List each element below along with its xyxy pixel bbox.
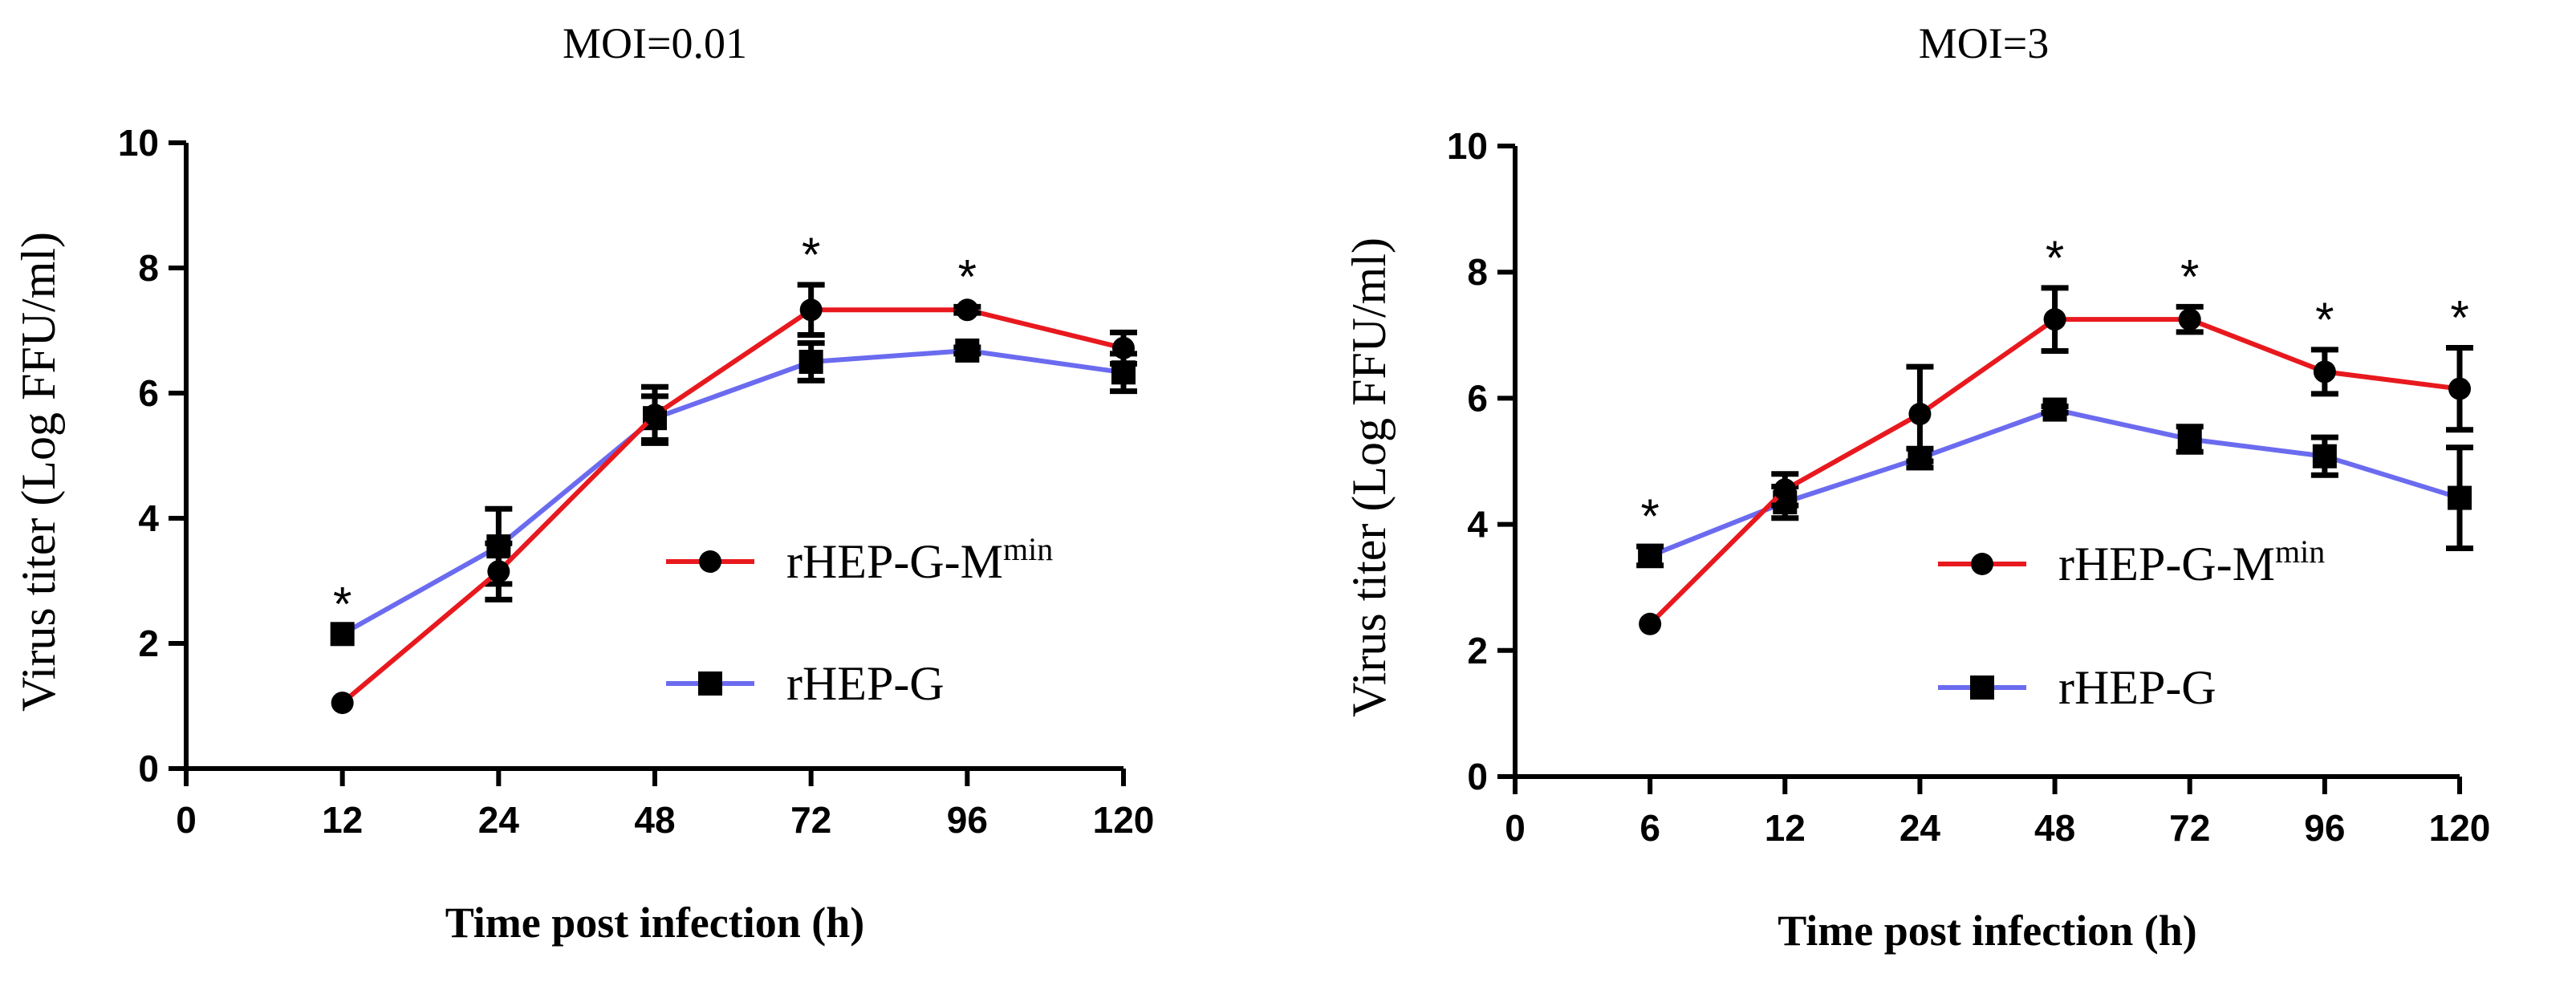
series-rhep-g-mmin bbox=[331, 282, 1137, 715]
x-tick-label: 12 bbox=[1765, 807, 1806, 849]
data-point bbox=[955, 338, 980, 363]
data-point bbox=[2177, 427, 2202, 452]
y-tick-label: 2 bbox=[1467, 630, 1488, 671]
legend-marker bbox=[1971, 553, 1993, 575]
x-tick-label: 48 bbox=[634, 799, 675, 841]
legend-item: rHEP-G bbox=[1938, 661, 2216, 714]
x-tick-label: 6 bbox=[1639, 807, 1660, 849]
y-tick-label: 4 bbox=[1467, 504, 1488, 546]
y-tick-label: 10 bbox=[1447, 125, 1488, 167]
series-line bbox=[340, 307, 1124, 705]
y-tick-label: 4 bbox=[138, 497, 159, 539]
significance-star: * bbox=[333, 577, 351, 631]
y-tick-label: 2 bbox=[138, 623, 159, 664]
data-point bbox=[2043, 308, 2066, 331]
data-point bbox=[1639, 612, 1662, 635]
y-tick-label: 8 bbox=[138, 247, 159, 289]
data-point bbox=[2312, 444, 2337, 469]
y-tick-label: 8 bbox=[1467, 251, 1488, 293]
legend-item: rHEP-G-Mmin bbox=[1938, 533, 2325, 590]
y-tick-label: 6 bbox=[1467, 377, 1488, 419]
x-tick-label: 0 bbox=[176, 799, 197, 841]
data-point bbox=[1112, 336, 1135, 359]
x-tick-label: 72 bbox=[790, 799, 831, 841]
x-tick-label: 12 bbox=[322, 799, 363, 841]
data-point bbox=[2448, 377, 2471, 400]
legend-superscript: min bbox=[2275, 533, 2325, 570]
chart-title: MOI=0.01 bbox=[563, 19, 747, 67]
legend-label: rHEP-G-Mmin bbox=[786, 531, 1053, 588]
significance-star: * bbox=[2046, 231, 2064, 285]
data-point bbox=[2313, 360, 2336, 383]
y-tick-label: 6 bbox=[138, 372, 159, 414]
x-axis-label: Time post infection (h) bbox=[1778, 907, 2197, 955]
legend-marker bbox=[698, 671, 722, 696]
x-tick-label: 0 bbox=[1505, 807, 1526, 849]
data-point bbox=[330, 622, 355, 647]
legend-label: rHEP-G bbox=[786, 657, 945, 710]
significance-star: * bbox=[802, 228, 820, 282]
legend-label: rHEP-G bbox=[2058, 661, 2216, 714]
data-point bbox=[1638, 543, 1663, 568]
significance-star: * bbox=[2180, 250, 2199, 303]
data-point bbox=[798, 350, 823, 374]
data-point bbox=[799, 298, 823, 322]
legend-name: rHEP-G-M bbox=[2058, 538, 2275, 590]
series-line bbox=[341, 347, 1124, 636]
legend-name: rHEP-G-M bbox=[786, 535, 1003, 588]
x-tick-label: 120 bbox=[2429, 807, 2491, 849]
x-axis-label: Time post infection (h) bbox=[445, 899, 865, 947]
series-line bbox=[1649, 407, 2460, 558]
legend-item: rHEP-G-Mmin bbox=[666, 531, 1053, 588]
x-tick-label: 24 bbox=[1899, 807, 1941, 849]
data-point bbox=[1774, 478, 1797, 501]
legend-superscript: min bbox=[1003, 531, 1053, 567]
data-point bbox=[2178, 308, 2201, 331]
x-tick-label: 96 bbox=[947, 799, 988, 841]
x-tick-label: 72 bbox=[2169, 807, 2210, 849]
legend-item: rHEP-G bbox=[666, 657, 945, 710]
data-point bbox=[1908, 403, 1932, 426]
y-tick-label: 10 bbox=[118, 122, 159, 164]
data-point bbox=[487, 560, 510, 583]
x-tick-label: 48 bbox=[2034, 807, 2075, 849]
y-tick-label: 0 bbox=[138, 748, 159, 789]
series-rhep-g bbox=[1636, 397, 2473, 569]
data-point bbox=[2448, 485, 2472, 510]
legend-marker bbox=[699, 550, 721, 573]
legend-name: rHEP-G bbox=[2058, 661, 2216, 714]
y-axis-label: Virus titer (Log FFU/ml) bbox=[12, 232, 65, 712]
data-point bbox=[331, 692, 354, 715]
data-point bbox=[2042, 397, 2067, 422]
legend-name: rHEP-G bbox=[786, 657, 945, 710]
series-rhep-g bbox=[330, 338, 1137, 647]
x-tick-label: 24 bbox=[478, 799, 520, 841]
x-tick-label: 120 bbox=[1093, 799, 1155, 841]
significance-star: * bbox=[2450, 291, 2468, 345]
series-rhep-g-mmin bbox=[1639, 285, 2473, 635]
data-point bbox=[644, 404, 666, 427]
y-axis-label: Virus titer (Log FFU/ml) bbox=[1343, 237, 1396, 717]
legend-label: rHEP-G-Mmin bbox=[2058, 533, 2325, 590]
data-point bbox=[956, 298, 979, 322]
significance-star: * bbox=[1640, 489, 1659, 543]
legend-marker bbox=[1970, 675, 1994, 700]
significance-star: * bbox=[2315, 293, 2334, 347]
x-tick-label: 96 bbox=[2304, 807, 2345, 849]
significance-star: * bbox=[958, 250, 977, 303]
chart-title: MOI=3 bbox=[1919, 19, 2049, 67]
y-tick-label: 0 bbox=[1467, 756, 1488, 797]
